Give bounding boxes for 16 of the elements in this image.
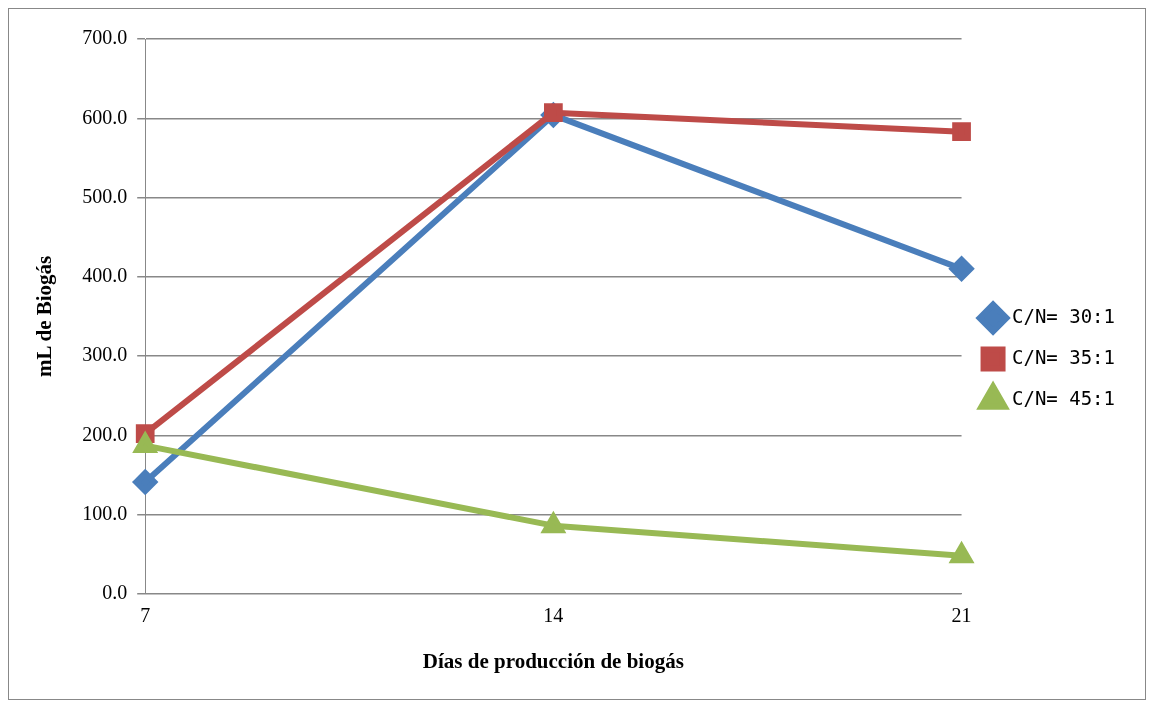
y-tick-label: 400.0 (82, 264, 128, 287)
x-tick-label: 14 (543, 604, 564, 627)
x-tick-label: 21 (951, 604, 972, 627)
legend-label: C/N= 45:1 (1012, 386, 1115, 409)
legend-label: C/N= 35:1 (1012, 345, 1115, 368)
y-tick-label: 500.0 (82, 184, 128, 207)
y-tick-label: 700.0 (82, 26, 128, 49)
y-tick-label: 300.0 (82, 343, 128, 366)
y-tick-label: 200.0 (82, 422, 128, 445)
y-axis-title: mL de Biogás (32, 255, 57, 378)
x-tick-label: 7 (140, 604, 151, 627)
y-tick-label: 100.0 (82, 501, 128, 524)
legend-label: C/N= 30:1 (1012, 304, 1115, 327)
y-tick-label: 0.0 (102, 581, 128, 604)
y-tick-label: 600.0 (82, 105, 128, 128)
x-axis-title: Días de producción de biogás (422, 648, 684, 673)
